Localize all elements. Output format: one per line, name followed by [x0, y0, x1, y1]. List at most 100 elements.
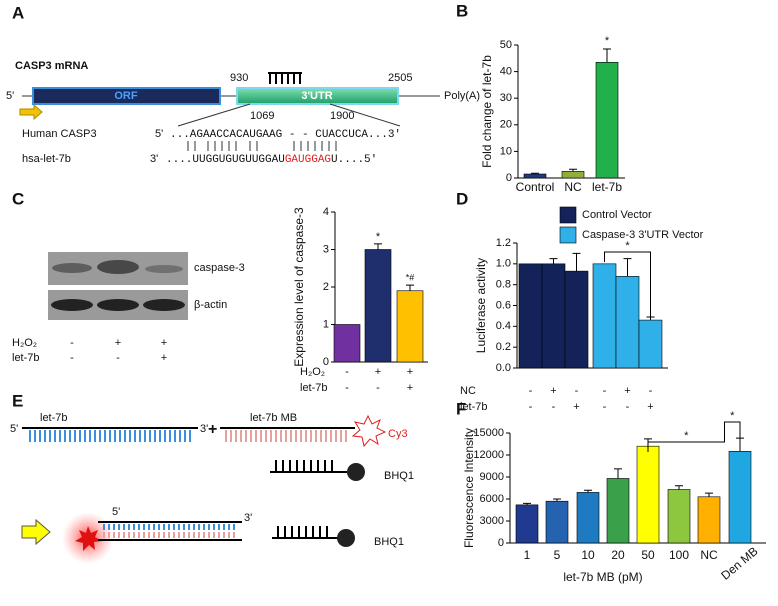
band-label: β-actin [194, 299, 227, 311]
y-tick-label: 3000 [480, 515, 504, 527]
condition-label: NC [460, 385, 476, 397]
condition-sign: - [603, 401, 607, 413]
condition-sign: + [573, 401, 579, 413]
bar [728, 451, 752, 544]
condition-sign: - [70, 352, 74, 364]
stem-bases [277, 526, 328, 538]
bar [667, 489, 691, 544]
x-tick-label: 5 [554, 548, 561, 562]
arrow-icon [19, 103, 43, 121]
orf-label: ORF [114, 90, 138, 102]
error-bar [523, 502, 531, 505]
bar [333, 324, 361, 363]
end-label: 5' [6, 90, 14, 102]
band [51, 299, 93, 311]
error-bar [406, 284, 414, 291]
condition-sign: - [529, 385, 533, 397]
error-bar [572, 252, 581, 272]
x-tick-label: 50 [641, 548, 655, 562]
error-bar [549, 258, 558, 264]
error-bar [623, 258, 632, 277]
condition-sign: - [70, 337, 74, 349]
seq-name: hsa-let-7b [22, 153, 71, 165]
quencher-label: BHQ1 [374, 536, 404, 548]
condition-sign: - [649, 385, 653, 397]
y-tick-label: 10 [500, 145, 512, 157]
condition-sign: - [376, 382, 380, 394]
utr-box [236, 87, 399, 105]
stem-bases [275, 460, 333, 472]
seq-end: 5' [155, 128, 163, 140]
x-tick-label: NC [700, 548, 718, 562]
x-tick-label: Den MB [718, 544, 760, 583]
y-tick-label: 1.0 [496, 258, 511, 270]
y-tick-label: 0.0 [496, 362, 511, 374]
y-tick-label: 0 [498, 537, 504, 549]
y-tick-label: 9000 [480, 471, 504, 483]
panel-labels: A B C D E F [12, 1, 468, 418]
condition-sign: + [407, 382, 413, 394]
y-tick-label: 0.4 [496, 320, 511, 332]
error-bar [374, 243, 382, 250]
position-label: 930 [230, 72, 248, 84]
seq-name: Human CASP3 [22, 128, 97, 140]
cy3-star [75, 526, 102, 551]
band [52, 263, 92, 273]
error-bar [614, 468, 622, 479]
panel-label: F [456, 399, 466, 418]
bar [561, 171, 585, 179]
y-tick-label: 1 [323, 318, 329, 330]
y-tick-label: 30 [500, 92, 512, 104]
condition-sign: - [345, 366, 349, 378]
band [145, 265, 183, 273]
bar [364, 249, 392, 363]
quencher [347, 463, 365, 481]
end-label: 3' [200, 423, 208, 435]
condition-label: let-7b [12, 352, 40, 364]
y-tick-label: 0.2 [496, 341, 511, 353]
condition-sign: + [624, 385, 630, 397]
error-bar [553, 498, 561, 502]
bar [541, 263, 566, 369]
panel-label: E [12, 391, 23, 410]
y-tick-label: 0 [506, 172, 512, 184]
beacon-label: let-7b MB [250, 412, 297, 424]
condition-sign: - [552, 401, 556, 413]
condition-label: let-7b [460, 401, 488, 413]
x-tick-label: 1 [524, 548, 531, 562]
position-label: 2505 [388, 72, 412, 84]
position-label: 1069 [250, 110, 274, 122]
error-bar [584, 489, 592, 493]
position-label: 1900 [330, 110, 354, 122]
seed-seq: GAUGGAG [285, 154, 331, 166]
bar [518, 263, 543, 369]
y-tick-label: 0.8 [496, 279, 511, 291]
condition-sign: - [603, 385, 607, 397]
condition-label: H₂O₂ [300, 366, 325, 378]
blot-conditions: H₂O₂ - + + let-7b - - + [12, 337, 167, 364]
strand-bases [29, 430, 191, 442]
strand-bases [103, 524, 235, 530]
bar [576, 492, 600, 544]
bar [564, 270, 589, 369]
bar [606, 478, 630, 544]
error-bar [531, 172, 539, 175]
end-label: 5' [112, 506, 120, 518]
y-tick-label: 4 [323, 206, 329, 218]
bar [515, 504, 539, 544]
legend-swatch [559, 206, 577, 224]
seq-end: 3' [150, 153, 158, 165]
sequence: ....UUGGUGUGUUGGAUGAUGGAGU....5' [166, 154, 377, 166]
condition-sign: + [375, 366, 381, 378]
legend-label: Caspase-3 3'UTR Vector [582, 229, 704, 241]
x-tick-label: NC [564, 180, 582, 194]
condition-sign: - [116, 352, 120, 364]
y-tick-label: 1.2 [496, 237, 511, 249]
x-axis-label: let-7b MB (pM) [563, 570, 642, 584]
panel-label: D [456, 189, 468, 208]
quencher-label: BHQ1 [384, 470, 414, 482]
plus: + [208, 421, 217, 438]
zoom-line [177, 103, 251, 127]
y-axis-label: Fold change of let-7b [480, 55, 494, 168]
panel-c-blot: caspase-3 β-actin H₂O₂ - + + let-7b - - + [12, 252, 245, 364]
